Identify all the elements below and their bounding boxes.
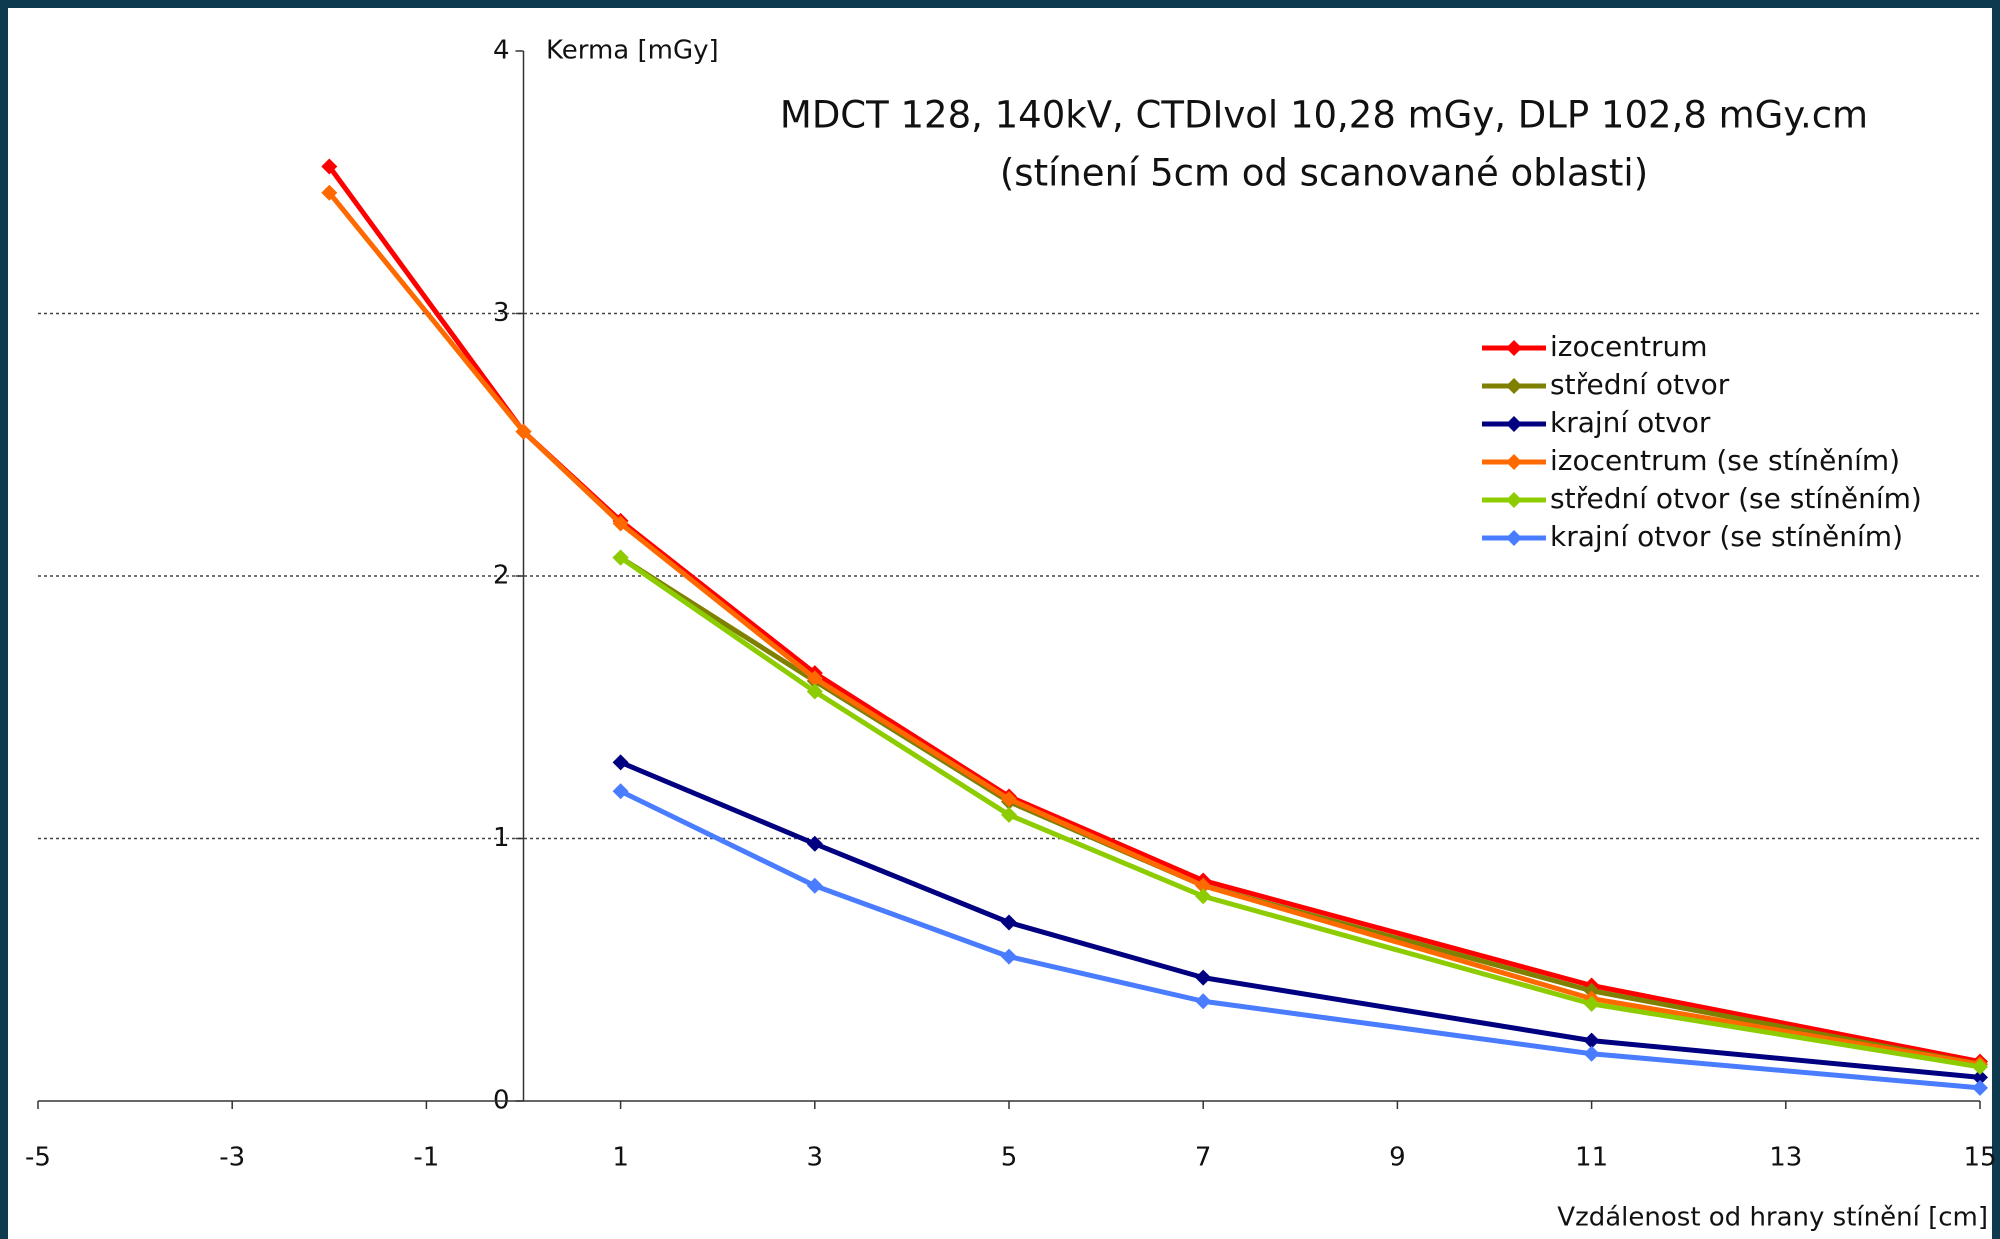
- y-tick-label: 4: [493, 36, 510, 66]
- data-point: [1972, 1058, 1988, 1075]
- y-axis-label: Kerma [mGy]: [546, 36, 719, 66]
- data-point: [612, 783, 629, 800]
- series-line: [619, 789, 1981, 1091]
- data-point: [1195, 888, 1212, 905]
- x-tick-label: 1: [612, 1143, 629, 1173]
- legend-label: krajní otvor: [1550, 406, 1711, 439]
- data-point: [806, 877, 823, 894]
- x-tick-label: -1: [413, 1143, 439, 1173]
- x-tick-label: 13: [1769, 1143, 1802, 1173]
- legend-label: izocentrum (se stíněním): [1550, 444, 1900, 477]
- x-tick-label: 11: [1575, 1143, 1608, 1173]
- series-line: [327, 191, 1981, 1067]
- plot-background: [8, 8, 1992, 1239]
- x-tick-label: 9: [1389, 1143, 1406, 1173]
- data-point: [612, 549, 629, 566]
- legend-marker: [1506, 416, 1522, 432]
- legend-marker: [1506, 340, 1522, 356]
- legend-label: krajní otvor (se stíněním): [1550, 520, 1903, 553]
- data-point: [1972, 1079, 1988, 1096]
- legend-label: izocentrum: [1550, 330, 1708, 363]
- y-tick-label: 2: [493, 561, 510, 591]
- data-point: [806, 835, 823, 852]
- x-tick-label: -5: [25, 1143, 51, 1173]
- data-point: [1195, 969, 1212, 986]
- data-point: [515, 423, 532, 440]
- data-point: [806, 683, 823, 700]
- data-point: [1972, 1069, 1988, 1086]
- x-tick-label: -3: [219, 1143, 245, 1173]
- data-point: [1001, 791, 1017, 808]
- legend-marker: [1506, 530, 1522, 546]
- data-point: [1583, 1045, 1600, 1062]
- data-point: [1001, 948, 1017, 965]
- y-tick-label: 3: [493, 298, 510, 328]
- x-axis-label: Vzdálenost od hrany stínění [cm]: [1557, 1203, 1988, 1233]
- data-point: [806, 670, 823, 687]
- y-tick-label: 1: [493, 823, 510, 853]
- legend-marker: [1506, 454, 1522, 470]
- legend-label: střední otvor (se stíněním): [1550, 482, 1922, 515]
- data-point: [1583, 1032, 1600, 1049]
- x-tick-label: 15: [1963, 1143, 1996, 1173]
- data-point: [1001, 806, 1017, 823]
- x-tick-label: 3: [807, 1143, 824, 1173]
- data-point: [612, 754, 629, 771]
- data-point: [321, 184, 338, 201]
- legend-label: střední otvor: [1550, 368, 1730, 401]
- data-point: [321, 158, 338, 175]
- legend-marker: [1506, 378, 1522, 394]
- series-line: [619, 760, 1981, 1080]
- legend-marker: [1506, 492, 1522, 508]
- data-point: [1583, 995, 1600, 1012]
- data-point: [1001, 914, 1017, 931]
- data-point: [1195, 993, 1212, 1010]
- data-point: [1195, 877, 1212, 894]
- chart-title: MDCT 128, 140kV, CTDIvol 10,28 mGy, DLP …: [780, 94, 1868, 137]
- chart-subtitle: (stínení 5cm od scanované oblasti): [1000, 152, 1648, 195]
- series-line: [619, 555, 1981, 1070]
- data-point: [612, 515, 629, 532]
- x-tick-label: 5: [1001, 1143, 1018, 1173]
- x-tick-label: 7: [1195, 1143, 1212, 1173]
